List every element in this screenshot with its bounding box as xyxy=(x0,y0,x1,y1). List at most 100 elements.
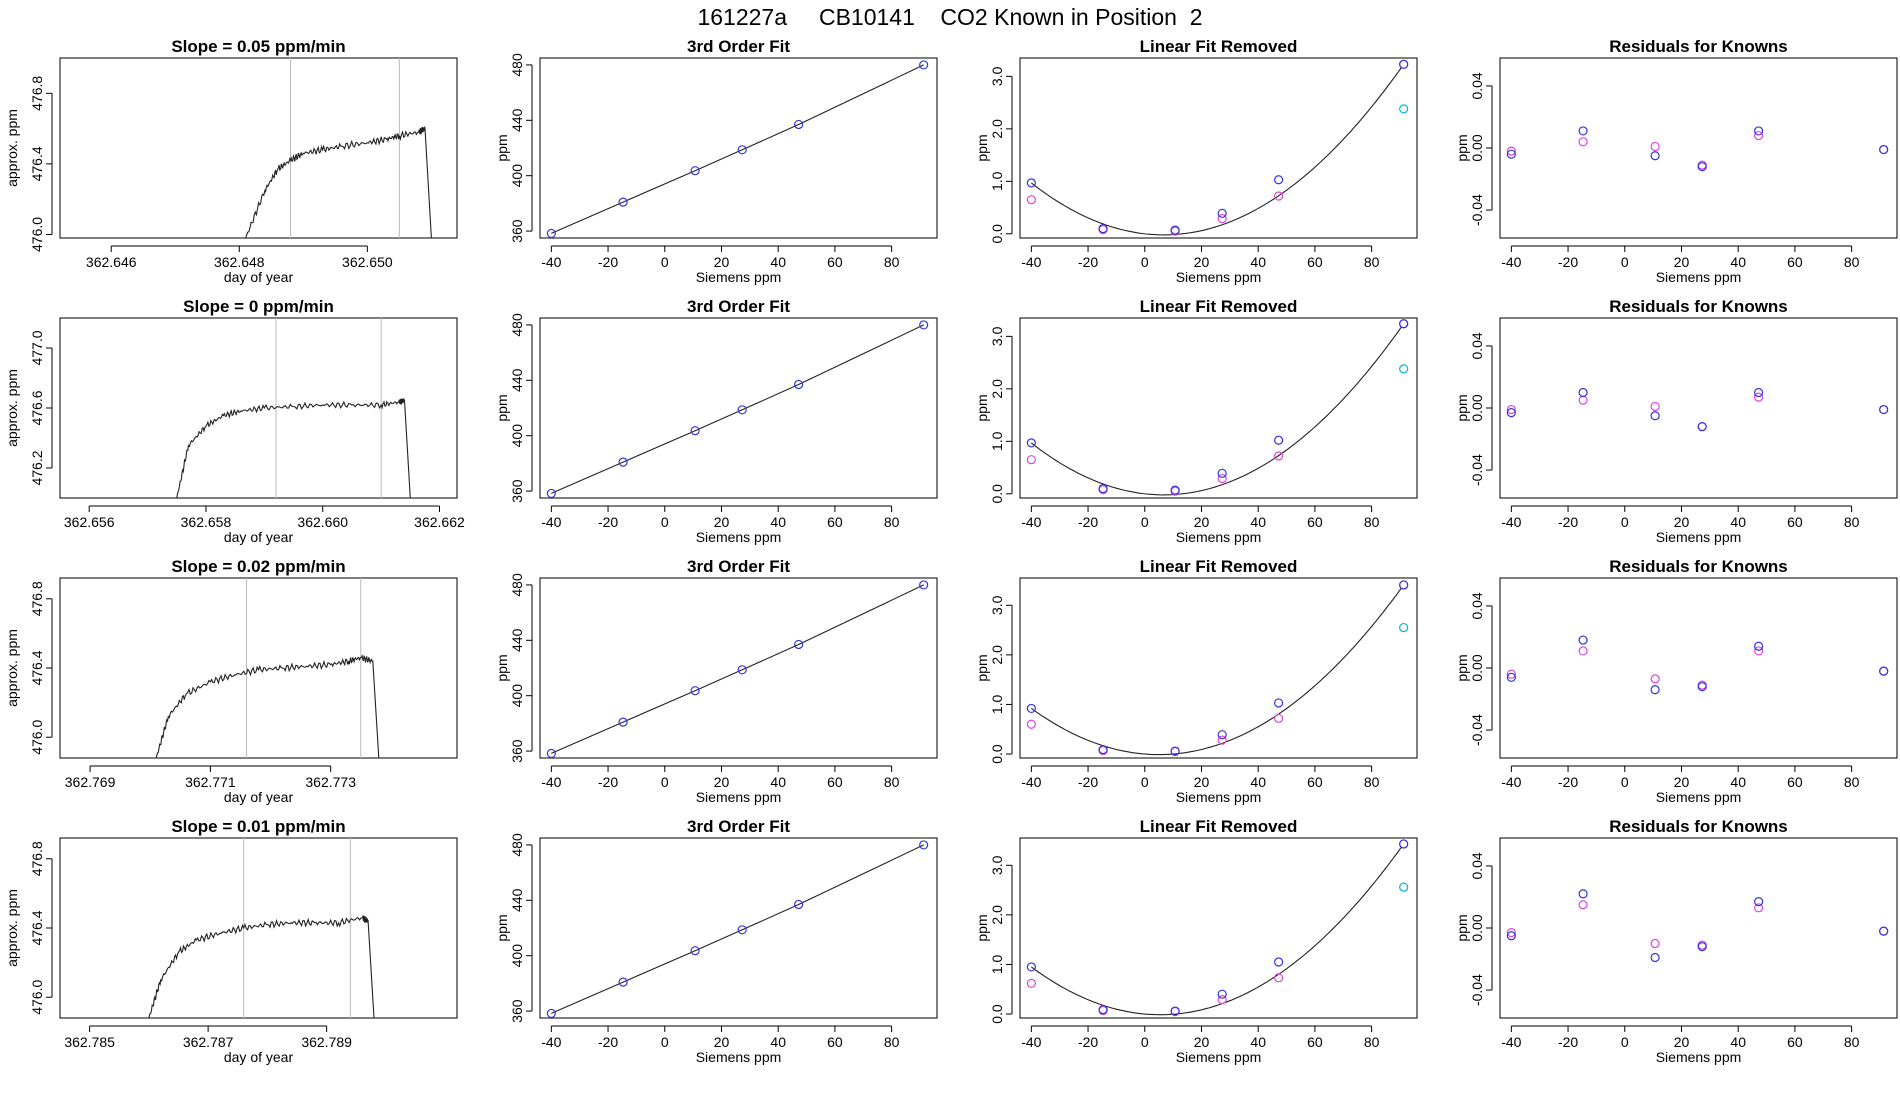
plot-area xyxy=(1506,126,1889,172)
x-tick-label: 40 xyxy=(1730,514,1746,530)
y-tick-label: 1.0 xyxy=(989,171,1005,191)
known-point xyxy=(618,717,628,727)
x-tick-label: -20 xyxy=(598,774,618,790)
x-tick-label: -20 xyxy=(1558,1034,1578,1050)
panel-fit-4 xyxy=(526,837,938,1032)
magenta-residual-point xyxy=(1650,401,1660,412)
y-tick-label: 480 xyxy=(509,53,525,77)
y-tick-label: 0.0 xyxy=(989,484,1005,504)
blue-point xyxy=(1274,698,1284,708)
y-tick-label: 0.04 xyxy=(1469,332,1485,359)
blue-residual-point xyxy=(1697,422,1707,432)
y-tick-label: 2.0 xyxy=(989,119,1005,139)
plot-area xyxy=(1506,635,1889,695)
x-tick-label: 362.787 xyxy=(183,1034,234,1050)
x-tick-label: 60 xyxy=(827,514,843,530)
x-tick-label: 362.789 xyxy=(301,1034,352,1050)
known-point xyxy=(794,379,804,390)
known-point xyxy=(618,977,628,987)
x-tick-label: 80 xyxy=(1844,774,1860,790)
cyan-point xyxy=(1399,104,1409,114)
x-tick-label: 362.662 xyxy=(414,514,465,530)
y-tick-label: 400 xyxy=(509,944,525,968)
y-tick-label: 400 xyxy=(509,424,525,448)
y-axis-label: ppm xyxy=(1454,394,1470,421)
plot-area xyxy=(546,840,929,1018)
x-tick-label: 20 xyxy=(1674,1034,1690,1050)
x-tick-label: 362.656 xyxy=(64,514,115,530)
blue-point xyxy=(1170,1006,1180,1016)
magenta-point xyxy=(1217,995,1227,1005)
known-point xyxy=(546,1008,556,1018)
magenta-residual-point xyxy=(1506,928,1516,938)
y-tick-label: 476.0 xyxy=(29,720,45,755)
y-tick-label: 3.0 xyxy=(989,595,1005,615)
x-tick-label: 0 xyxy=(661,774,669,790)
x-tick-label: 40 xyxy=(770,254,786,270)
x-tick-label: -40 xyxy=(1021,514,1041,530)
y-tick-label: -0.04 xyxy=(1469,714,1485,746)
panel-linear-1 xyxy=(1006,57,1418,252)
y-tick-label: -0.04 xyxy=(1469,974,1485,1006)
plot-area xyxy=(155,578,380,758)
blue-residual-point xyxy=(1578,387,1588,398)
x-tick-label: 80 xyxy=(1364,254,1380,270)
panel-resid-2 xyxy=(1486,317,1898,512)
blue-point xyxy=(1170,485,1180,495)
plot-frame xyxy=(1019,837,1418,1019)
blue-point xyxy=(1274,435,1284,445)
plot-area xyxy=(1026,839,1409,1017)
panel-linear-2 xyxy=(1006,317,1418,512)
panel-title: Linear Fit Removed xyxy=(1140,37,1298,56)
x-tick-label: 362.648 xyxy=(214,254,265,270)
cyan-point xyxy=(1399,364,1409,374)
magenta-residual-point xyxy=(1754,646,1764,656)
x-tick-label: 20 xyxy=(1194,1034,1210,1050)
cyan-point xyxy=(1399,882,1409,892)
known-point xyxy=(737,925,747,935)
x-tick-label: 80 xyxy=(1844,514,1860,530)
plot-area xyxy=(245,58,432,238)
plot-frame xyxy=(59,837,458,1019)
y-tick-label: 476.8 xyxy=(29,841,45,876)
panel-title: Slope = 0 ppm/min xyxy=(183,297,334,316)
y-tick-label: 400 xyxy=(509,684,525,708)
x-tick-label: 60 xyxy=(1787,254,1803,270)
ppm-trace-line xyxy=(176,397,411,498)
x-tick-label: 0 xyxy=(1141,1034,1149,1050)
blue-residual-point xyxy=(1879,926,1889,936)
x-tick-label: -40 xyxy=(541,1034,561,1050)
plot-area xyxy=(1506,387,1889,432)
curvature-line xyxy=(1030,67,1402,236)
blue-residual-point xyxy=(1754,897,1764,907)
x-tick-label: 362.650 xyxy=(342,254,393,270)
x-tick-label: 40 xyxy=(1250,1034,1266,1050)
magenta-residual-point xyxy=(1506,146,1516,156)
y-tick-label: 480 xyxy=(509,313,525,337)
plot-frame xyxy=(1019,57,1418,239)
magenta-point xyxy=(1026,195,1036,205)
plot-frame xyxy=(539,317,938,499)
x-tick-label: 40 xyxy=(1730,254,1746,270)
blue-point xyxy=(1274,175,1284,185)
y-tick-label: 0.00 xyxy=(1469,914,1485,941)
x-tick-label: 80 xyxy=(1844,1034,1860,1050)
panel-title: Residuals for Knowns xyxy=(1609,817,1788,836)
plot-area xyxy=(1026,59,1409,236)
y-tick-label: 440 xyxy=(509,888,525,912)
y-tick-label: 0.00 xyxy=(1469,134,1485,161)
known-point xyxy=(737,405,747,415)
magenta-residual-point xyxy=(1506,404,1516,415)
known-point xyxy=(794,639,804,650)
fit-line xyxy=(551,64,924,234)
x-axis-label: Siemens ppm xyxy=(1176,269,1262,285)
known-point xyxy=(919,580,929,590)
y-tick-label: 0.04 xyxy=(1469,852,1485,879)
y-tick-label: 476.4 xyxy=(29,650,45,685)
blue-residual-point xyxy=(1754,387,1764,398)
x-tick-label: -20 xyxy=(1558,514,1578,530)
y-tick-label: 3.0 xyxy=(989,855,1005,875)
x-axis-label: Siemens ppm xyxy=(696,269,782,285)
x-axis-label: Siemens ppm xyxy=(696,529,782,545)
panel-title: 3rd Order Fit xyxy=(687,557,790,576)
